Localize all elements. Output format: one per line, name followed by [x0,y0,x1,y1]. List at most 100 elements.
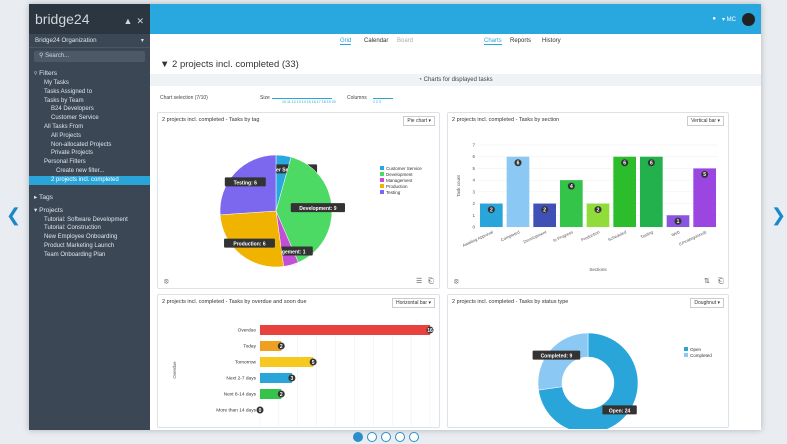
bar-label-bg [487,206,495,214]
x-tick-label: (Uncategorized) [678,229,708,246]
y-tick-label: Today [243,344,256,350]
bar-data-label: 4 [570,184,573,190]
pie-data-label-bg [224,177,266,187]
y-tick-label: Next 8-14 days [224,392,257,398]
pie-data-label: Development: 9 [299,206,336,212]
y-axis-label: Task count [456,174,461,196]
logo: bridge24 ▲ ✕ [29,4,150,34]
donut-slice [537,332,589,391]
bar-data-label: 2 [597,207,600,213]
tab-charts[interactable]: Charts [484,38,502,45]
y-tick-label: More than 14 days [216,408,256,414]
sidebar-item[interactable]: My Tasks [44,80,69,86]
sidebar-item[interactable]: Non-allocated Projects [51,141,112,148]
size-label: Size [260,95,270,101]
project-item[interactable]: Product Marketing Launch [44,242,115,249]
columns-slider[interactable] [373,98,393,99]
pie-data-label-bg [290,203,346,213]
search-input[interactable]: ⚲ Search... [34,51,145,62]
bar [640,156,663,227]
org-selector[interactable]: Bridge24 Organization ▾ [29,34,150,48]
sidebar-item[interactable]: B24 Developers [51,106,94,113]
legend-swatch [684,353,688,357]
sidebar-item[interactable]: Customer Service [51,115,99,122]
columns-ticks: 1 2 3 [373,100,381,104]
sort-icon: ⇅ [704,278,710,285]
bar [506,156,530,227]
pin-icon[interactable]: ▲ [123,16,133,26]
chart-icon: ◔ [418,77,422,83]
bar-label-bg [541,206,549,214]
card-title: 2 projects incl. completed - Tasks by ta… [162,117,260,123]
chart-selection-dropdown[interactable]: Chart selection (7/10) [160,95,208,101]
chart-type-select[interactable]: Pie chart ▾ [403,116,435,126]
chart-type-select[interactable]: Doughnut ▾ [690,298,724,308]
bar-label-bg [288,374,296,382]
y-tick-label: 6 [472,154,475,159]
carousel-dot[interactable] [353,432,363,442]
bar-label-bg [277,390,285,398]
filters-header[interactable]: ▿ Filters [34,70,58,77]
bar-label-bg [309,358,317,366]
sidebar-item-selected[interactable]: 2 projects incl. completed [29,175,150,185]
close-icon[interactable]: ✕ [136,16,144,26]
carousel-dot[interactable] [381,432,391,442]
bar-data-label: 2 [543,207,546,213]
search-icon: ⚲ [39,53,44,59]
project-item[interactable]: Tutorial: Software Development [44,216,128,223]
list-icon: ☰ [416,278,422,285]
chart-card-tags: 2 projects incl. completed - Tasks by ta… [157,112,440,289]
tab-calendar[interactable]: Calendar [364,38,389,44]
hide-icon: ⦻ [454,278,459,285]
bar-data-label: 3 [290,376,293,382]
y-tick-label: Next 2-7 days [226,376,256,382]
project-item[interactable]: New Employee Onboarding [44,234,118,241]
legend-swatch [380,190,384,194]
legend-swatch [380,172,384,176]
chart-type-select[interactable]: Horizontal bar ▾ [391,298,435,308]
tab-history[interactable]: History [542,38,561,44]
tab-reports[interactable]: Reports [510,38,532,44]
sidebar-item[interactable]: Tasks Assigned to [44,88,93,95]
project-item[interactable]: Tutorial: Construction [44,225,101,232]
tab-board[interactable]: Board [397,38,414,44]
view-tabs: Grid Calendar Board Charts Reports Histo… [150,34,761,47]
avatar[interactable] [742,12,755,26]
pie-data-label: Production: 6 [233,242,265,248]
bar-label-bg [277,342,285,350]
tab-grid[interactable]: Grid [340,38,352,45]
legend-label: Customer Service [386,166,422,171]
bar [586,203,610,227]
user-menu[interactable]: ▾ MC [721,16,736,23]
sidebar-item[interactable]: Personal Filters [44,159,86,166]
card-title: 2 projects incl. completed - Tasks by st… [452,299,569,305]
project-item[interactable]: Team Onboarding Plan [44,251,106,258]
next-arrow[interactable]: ❯ [771,205,787,225]
x-tick-label: Completed [500,229,521,242]
carousel-dot[interactable] [395,432,405,442]
hide-icon: ⦻ [164,278,169,285]
carousel-dot[interactable] [367,432,377,442]
chat-icon[interactable]: ● [712,16,716,22]
x-tick-label: In Progress [552,229,574,243]
x-tick-label: Scheduled [607,229,628,242]
sidebar-item[interactable]: Private Projects [51,150,94,157]
sidebar-item[interactable]: All Tasks From [44,123,84,130]
y-tick-label: 7 [472,143,475,148]
sidebar-item[interactable]: All Projects [51,132,82,139]
tags-header[interactable]: ▸ Tags [34,193,53,201]
create-filter-link[interactable]: Create new filter... [56,167,105,174]
sidebar-item[interactable]: Tasks by Team [44,97,84,104]
pie-data-label: Customer Service: 1 [258,167,307,173]
projects-header[interactable]: ▾ Projects [34,206,63,214]
y-tick-label: Overdue [238,328,257,334]
charts-bar[interactable]: ◔ Charts for displayed tasks [150,74,761,86]
prev-arrow[interactable]: ❮ [6,205,22,225]
chart-type-select[interactable]: Vertical bar ▾ [687,116,724,126]
carousel-dot[interactable] [409,432,419,442]
pie-data-label-bg [224,238,275,248]
sidebar: bridge24 ▲ ✕ Bridge24 Organization ▾ ⚲ Sear… [29,4,150,430]
y-tick-label: Tomorrow [235,360,257,366]
bar-data-label: 16 [427,328,433,334]
size-slider[interactable] [272,98,332,99]
